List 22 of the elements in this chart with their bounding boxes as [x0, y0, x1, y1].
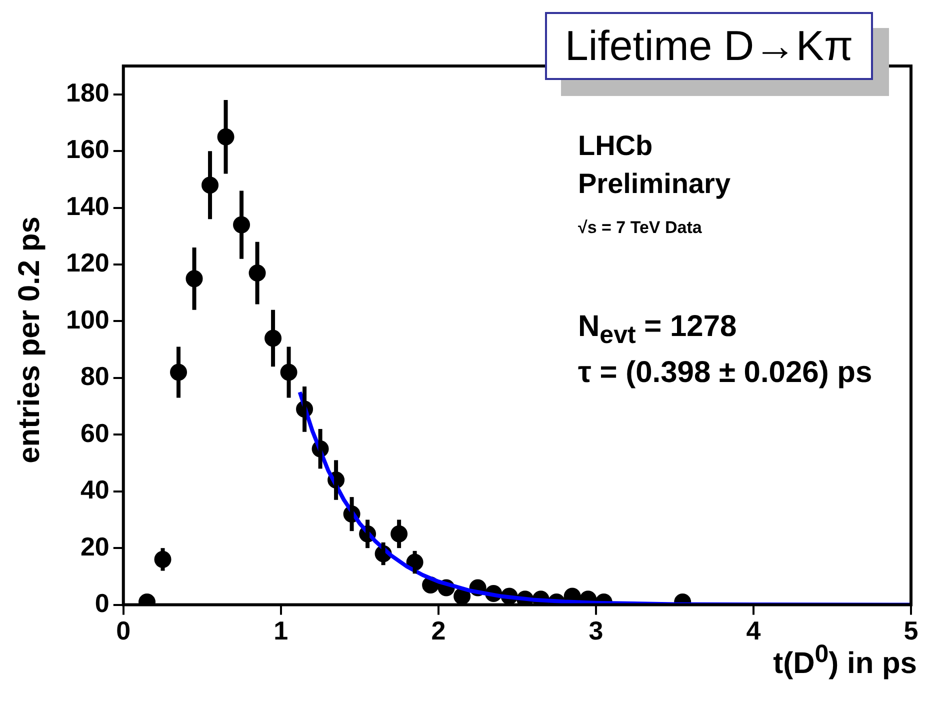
y-tick-label: 180 [66, 78, 110, 108]
annotation: Preliminary [578, 168, 731, 200]
y-tick-label: 40 [80, 474, 110, 505]
annotation: LHCb [578, 130, 653, 162]
x-tick-label: 3 [588, 616, 604, 646]
x-tick-label: 0 [116, 616, 131, 646]
y-tick-label: 0 [94, 588, 110, 618]
y-tick-label: 120 [66, 248, 110, 278]
annotation: τ = (0.398 ± 0.026) ps [578, 356, 872, 390]
x-tick-label: 2 [431, 616, 446, 646]
x-tick-label: 4 [746, 616, 762, 646]
y-axis-title: entries per 0.2 ps [13, 216, 47, 464]
y-tick-label: 100 [66, 304, 110, 334]
annotation: √s = 7 TeV Data [578, 218, 702, 238]
y-tick-label: 160 [66, 134, 110, 164]
y-tick-label: 60 [80, 418, 110, 448]
annotation: N$_{evt}$ = 1278 [578, 310, 737, 350]
y-tick-label: 20 [80, 531, 110, 562]
y-tick-label: 140 [66, 190, 110, 221]
y-tick-label: 80 [80, 361, 110, 392]
chart-title: Lifetime D→Kπ [545, 12, 874, 80]
x-tick-label: 1 [274, 616, 288, 646]
